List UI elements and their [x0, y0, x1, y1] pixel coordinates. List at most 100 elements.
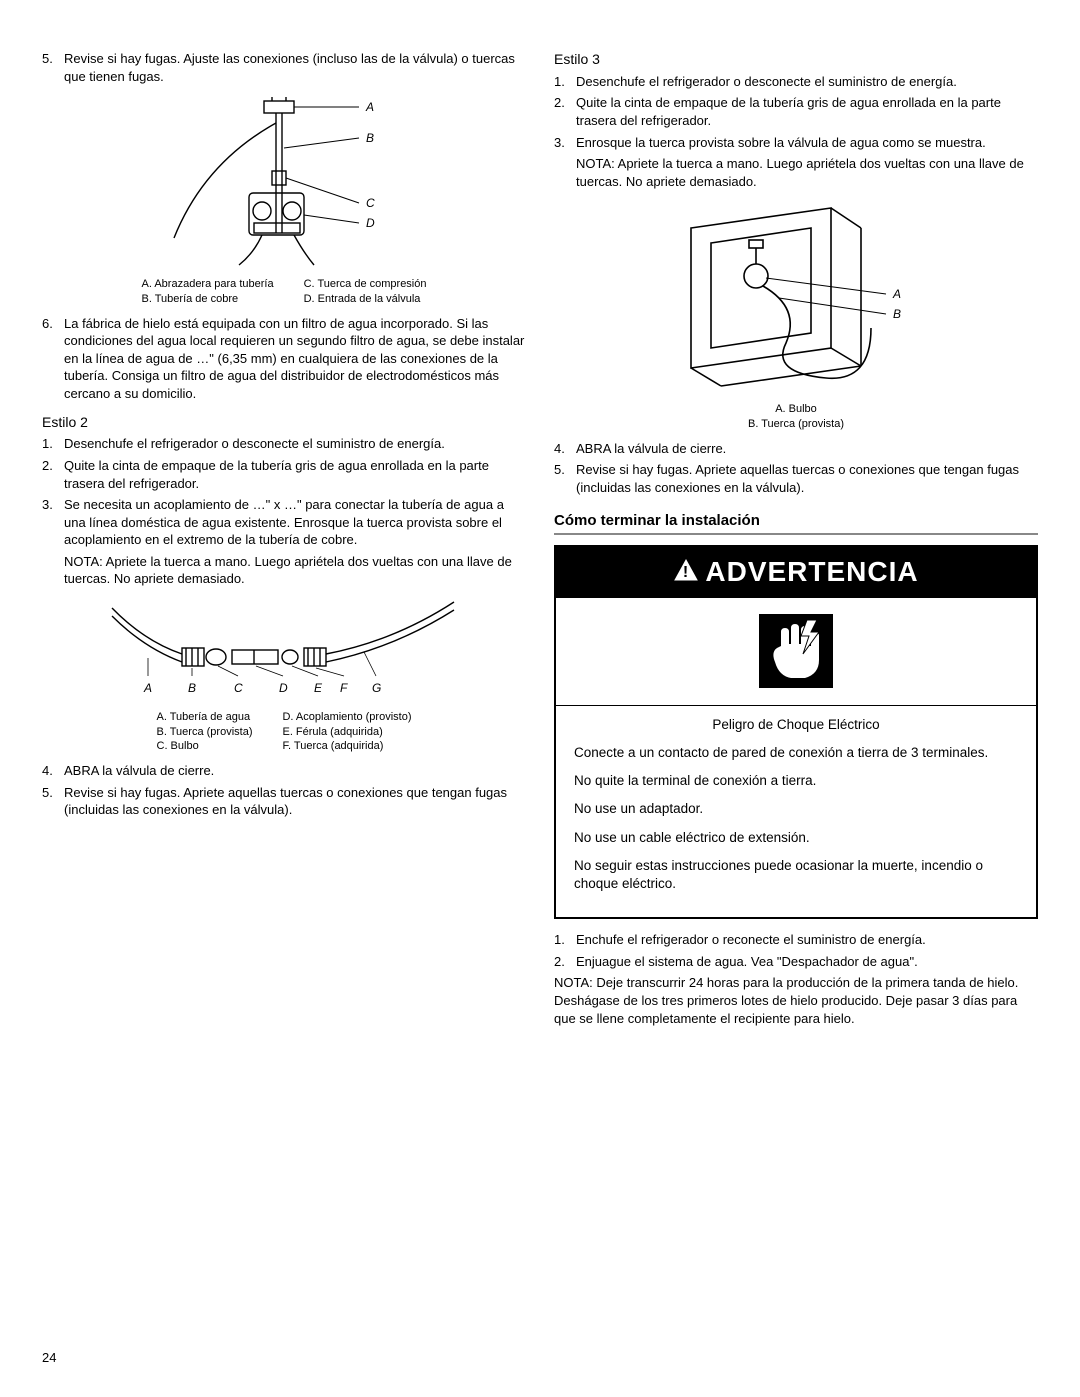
item-text: Enjuague el sistema de agua. Vea "Despac… [576, 953, 1038, 971]
legend-item: C. Bulbo [157, 739, 253, 754]
legend-item: D. Acoplamiento (provisto) [282, 710, 411, 725]
svg-text:D: D [279, 681, 288, 695]
warning-body: Peligro de Choque Eléctrico Conecte a un… [556, 706, 1036, 918]
list-item: 1. Desenchufe el refrigerador o desconec… [554, 73, 1038, 91]
legend-item: D. Entrada de la válvula [304, 292, 427, 307]
warning-title: ADVERTENCIA [705, 556, 918, 587]
svg-text:A: A [143, 681, 152, 695]
figure3-legend: A. Bulbo B. Tuerca (provista) [554, 402, 1038, 432]
item-text: Revise si hay fugas. Apriete aquellas tu… [576, 461, 1038, 496]
item-text: Enrosque la tuerca provista sobre la vál… [576, 134, 1038, 152]
list-item: 2. Quite la cinta de empaque de la tuber… [554, 94, 1038, 129]
valve-diagram-svg: A B C D [154, 93, 414, 273]
item-text: ABRA la válvula de cierre. [576, 440, 1038, 458]
item-number: 2. [554, 953, 576, 971]
left-column: 5. Revise si hay fugas. Ajuste las conex… [42, 50, 526, 1027]
legend-item: B. Tuerca (provista) [554, 417, 1038, 432]
svg-text:F: F [340, 681, 348, 695]
item-text: Quite la cinta de empaque de la tubería … [576, 94, 1038, 129]
warning-line: Conecte a un contacto de pared de conexi… [574, 744, 1018, 762]
label-d: D [366, 216, 375, 230]
legend-item: B. Tubería de cobre [142, 292, 274, 307]
section-title: Cómo terminar la instalación [554, 511, 1038, 535]
item-number: 5. [554, 461, 576, 496]
item-text: Desenchufe el refrigerador o desconecte … [576, 73, 1038, 91]
item-number: 1. [554, 931, 576, 949]
shock-icon [757, 612, 835, 690]
legend-item: C. Tuerca de compresión [304, 277, 427, 292]
item-number: 3. [554, 134, 576, 152]
estilo2-heading: Estilo 2 [42, 413, 526, 432]
item-text: Quite la cinta de empaque de la tubería … [64, 457, 526, 492]
warning-header: ! ADVERTENCIA [556, 547, 1036, 599]
estilo3-list-cont: 4. ABRA la válvula de cierre. 5. Revise … [554, 440, 1038, 497]
wall-valve-svg: A B [661, 198, 931, 398]
item-text: Revise si hay fugas. Ajuste las conexion… [64, 50, 526, 85]
legend-item: B. Tuerca (provista) [157, 725, 253, 740]
svg-text:B: B [188, 681, 196, 695]
list-item: 2. Quite la cinta de empaque de la tuber… [42, 457, 526, 492]
figure-coupling: A B C D E F G [42, 596, 526, 755]
list-item: 5. Revise si hay fugas. Apriete aquellas… [554, 461, 1038, 496]
nota-final: NOTA: Deje transcurrir 24 horas para la … [554, 974, 1038, 1027]
legend-item: E. Férula (adquirida) [282, 725, 411, 740]
list-continuation-2: 6. La fábrica de hielo está equipada con… [42, 315, 526, 403]
svg-text:B: B [893, 307, 901, 321]
item-number: 2. [554, 94, 576, 129]
figure2-legend: A. Tubería de agua B. Tuerca (provista) … [42, 710, 526, 755]
list-item: 6. La fábrica de hielo está equipada con… [42, 315, 526, 403]
list-continuation: 5. Revise si hay fugas. Ajuste las conex… [42, 50, 526, 85]
item-number: 2. [42, 457, 64, 492]
nota-text: NOTA: Apriete la tuerca a mano. Luego ap… [64, 553, 526, 588]
list-item: 4. ABRA la válvula de cierre. [554, 440, 1038, 458]
item-number: 6. [42, 315, 64, 403]
item-text: Enchufe el refrigerador o reconecte el s… [576, 931, 1038, 949]
list-item: 3. Se necesita un acoplamiento de …" x …… [42, 496, 526, 549]
item-text: Revise si hay fugas. Apriete aquellas tu… [64, 784, 526, 819]
item-number: 3. [42, 496, 64, 549]
figure1-legend: A. Abrazadera para tubería B. Tubería de… [42, 277, 526, 307]
label-b: B [366, 131, 374, 145]
figure-wall-valve: A B A. Bulbo B. Tuerca (provista) [554, 198, 1038, 432]
warning-shock-icon-area [556, 598, 1036, 706]
coupling-diagram-svg: A B C D E F G [104, 596, 464, 706]
item-text: ABRA la válvula de cierre. [64, 762, 526, 780]
nota-text: NOTA: Apriete la tuerca a mano. Luego ap… [576, 155, 1038, 190]
list-item: 1. Desenchufe el refrigerador o desconec… [42, 435, 526, 453]
estilo3-heading: Estilo 3 [554, 50, 1038, 69]
warning-line: No use un cable eléctrico de extensión. [574, 829, 1018, 847]
estilo2-list-cont: 4. ABRA la válvula de cierre. 5. Revise … [42, 762, 526, 819]
warning-line: No seguir estas instrucciones puede ocas… [574, 857, 1018, 893]
list-item: 1. Enchufe el refrigerador o reconecte e… [554, 931, 1038, 949]
two-column-layout: 5. Revise si hay fugas. Ajuste las conex… [42, 50, 1038, 1027]
item-number: 1. [42, 435, 64, 453]
legend-item: F. Tuerca (adquirida) [282, 739, 411, 754]
warning-line: No use un adaptador. [574, 800, 1018, 818]
item-number: 1. [554, 73, 576, 91]
warning-line: No quite la terminal de conexión a tierr… [574, 772, 1018, 790]
item-text: Se necesita un acoplamiento de …" x …" p… [64, 496, 526, 549]
item-number: 5. [42, 50, 64, 85]
legend-item: A. Bulbo [554, 402, 1038, 417]
legend-item: A. Tubería de agua [157, 710, 253, 725]
label-a: A [365, 100, 374, 114]
svg-text:A: A [892, 287, 901, 301]
estilo2-list: 1. Desenchufe el refrigerador o desconec… [42, 435, 526, 548]
svg-text:C: C [234, 681, 243, 695]
item-text: Desenchufe el refrigerador o desconecte … [64, 435, 526, 453]
list-item: 2. Enjuague el sistema de agua. Vea "Des… [554, 953, 1038, 971]
svg-text:!: ! [683, 564, 689, 581]
figure-valve-assembly: A B C D A. Abrazadera para tubería B. Tu… [42, 93, 526, 307]
item-number: 5. [42, 784, 64, 819]
right-column: Estilo 3 1. Desenchufe el refrigerador o… [554, 50, 1038, 1027]
item-number: 4. [554, 440, 576, 458]
warning-subtitle: Peligro de Choque Eléctrico [574, 716, 1018, 734]
warning-triangle-icon: ! [673, 554, 699, 592]
warning-box: ! ADVERTENCIA Peligro de Choque Eléctric… [554, 545, 1038, 920]
svg-text:G: G [372, 681, 381, 695]
label-c: C [366, 196, 375, 210]
after-warning-list: 1. Enchufe el refrigerador o reconecte e… [554, 931, 1038, 970]
list-item: 5. Revise si hay fugas. Ajuste las conex… [42, 50, 526, 85]
list-item: 4. ABRA la válvula de cierre. [42, 762, 526, 780]
item-number: 4. [42, 762, 64, 780]
